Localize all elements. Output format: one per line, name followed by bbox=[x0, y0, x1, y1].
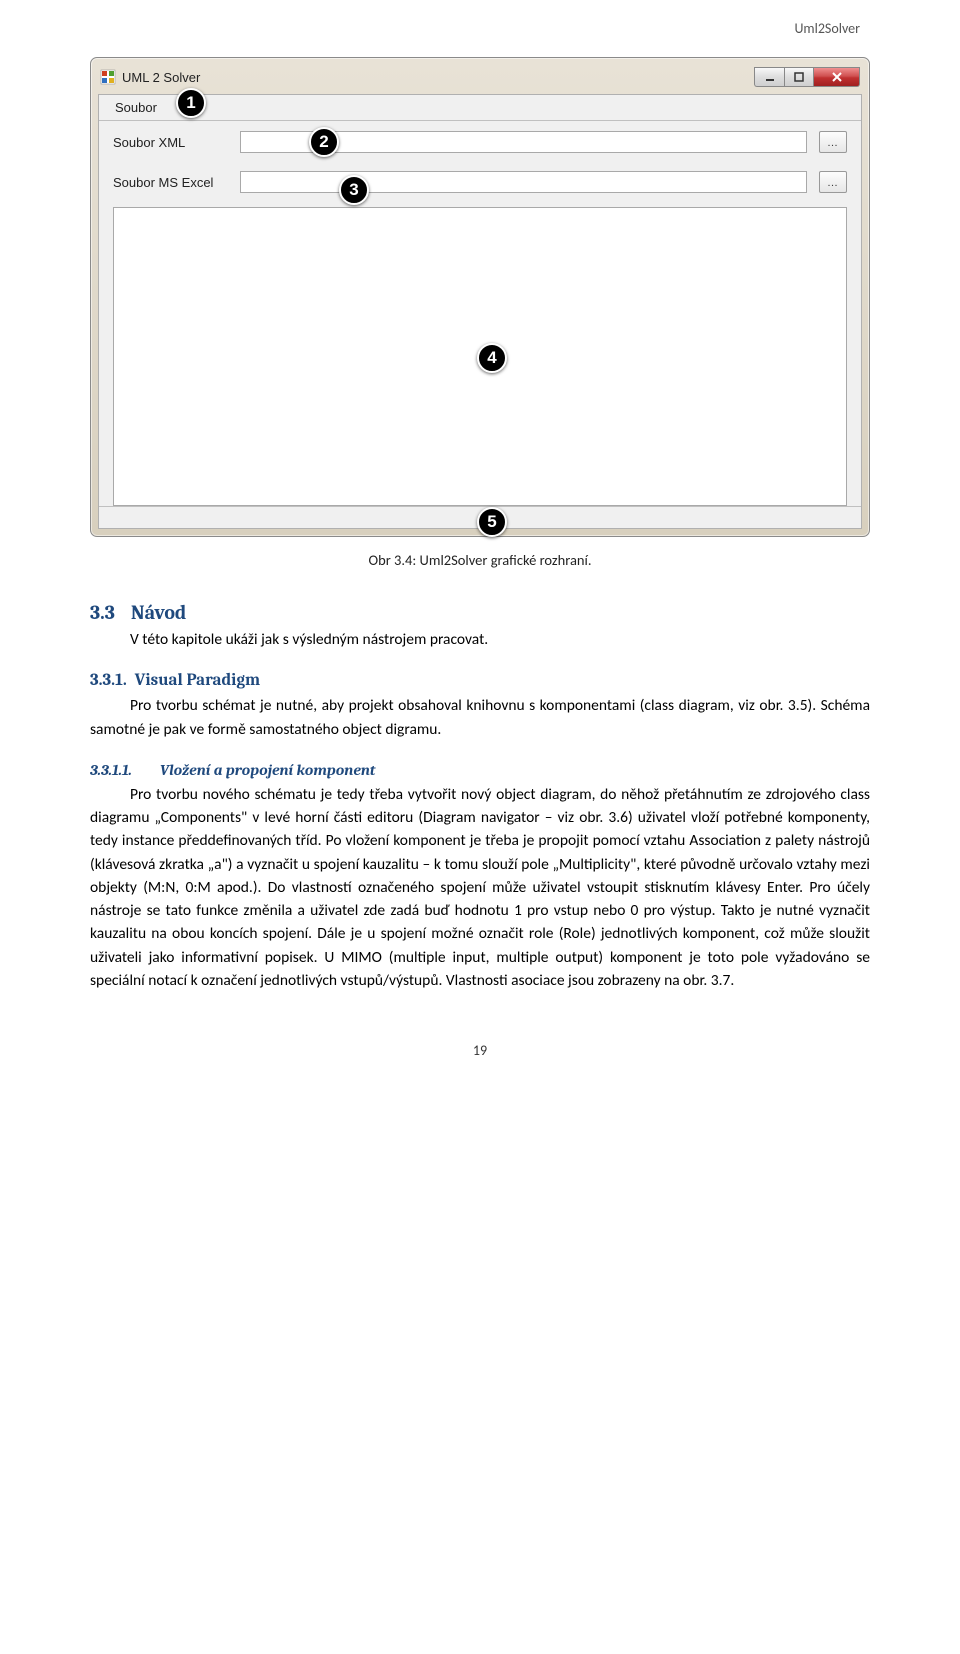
titlebar-left: UML 2 Solver bbox=[100, 69, 200, 85]
subsection-title: Visual Paradigm bbox=[135, 671, 260, 690]
figure-caption: Obr 3.4: Uml2Solver grafické rozhraní. bbox=[90, 551, 870, 569]
minimize-button[interactable] bbox=[754, 67, 784, 87]
section-3-3-1: 3.3.1. Visual Paradigm Pro tvorbu schéma… bbox=[90, 671, 870, 992]
window-title: UML 2 Solver bbox=[122, 70, 200, 85]
window-controls bbox=[754, 67, 860, 87]
subsection-number: 3.3.1. bbox=[90, 671, 127, 690]
page-number: 19 bbox=[90, 1042, 870, 1059]
subsubsection-number: 3.3.1.1. bbox=[90, 761, 132, 779]
callout-4: 4 bbox=[477, 343, 507, 373]
excel-browse-button[interactable]: ... bbox=[819, 171, 847, 193]
menu-file[interactable]: Soubor bbox=[107, 98, 165, 117]
callout-2: 2 bbox=[309, 127, 339, 157]
subsubsection-title: Vložení a propojení komponent bbox=[160, 761, 376, 779]
page-header: Uml2Solver bbox=[90, 20, 870, 37]
subsection-body: Pro tvorbu schémat je nutné, aby projekt… bbox=[90, 694, 870, 741]
app-window-screenshot: UML 2 Solver Soubor Soubor XML bbox=[90, 57, 870, 537]
excel-row: Soubor MS Excel ... bbox=[99, 153, 861, 193]
maximize-button[interactable] bbox=[784, 67, 814, 87]
excel-label: Soubor MS Excel bbox=[113, 175, 228, 190]
app-icon bbox=[100, 69, 116, 85]
subsubsection-body: Pro tvorbu nového schématu je tedy třeba… bbox=[90, 783, 870, 992]
section-title: Návod bbox=[131, 601, 186, 624]
section-body: V této kapitole ukáži jak s výsledným ná… bbox=[90, 628, 870, 651]
close-button[interactable] bbox=[814, 67, 860, 87]
callout-3: 3 bbox=[339, 175, 369, 205]
xml-label: Soubor XML bbox=[113, 135, 228, 150]
window-titlebar: UML 2 Solver bbox=[98, 65, 862, 89]
section-3-3: 3.3 Návod V této kapitole ukáži jak s vý… bbox=[90, 601, 870, 651]
callout-5: 5 bbox=[477, 507, 507, 537]
callout-1: 1 bbox=[176, 88, 206, 118]
section-heading-row: 3.3 Návod bbox=[90, 601, 870, 624]
menubar: Soubor bbox=[99, 95, 861, 121]
excel-input[interactable] bbox=[240, 171, 807, 193]
xml-browse-button[interactable]: ... bbox=[819, 131, 847, 153]
window-client-area: Soubor Soubor XML ... Soubor MS Excel ..… bbox=[98, 94, 862, 529]
xml-row: Soubor XML ... bbox=[99, 121, 861, 153]
section-number: 3.3 bbox=[90, 601, 115, 624]
subsubsection-heading-row: 3.3.1.1. Vložení a propojení komponent bbox=[90, 761, 870, 779]
document-page: Uml2Solver UML 2 Solver bbox=[0, 0, 960, 1099]
subsection-heading-row: 3.3.1. Visual Paradigm bbox=[90, 671, 870, 690]
